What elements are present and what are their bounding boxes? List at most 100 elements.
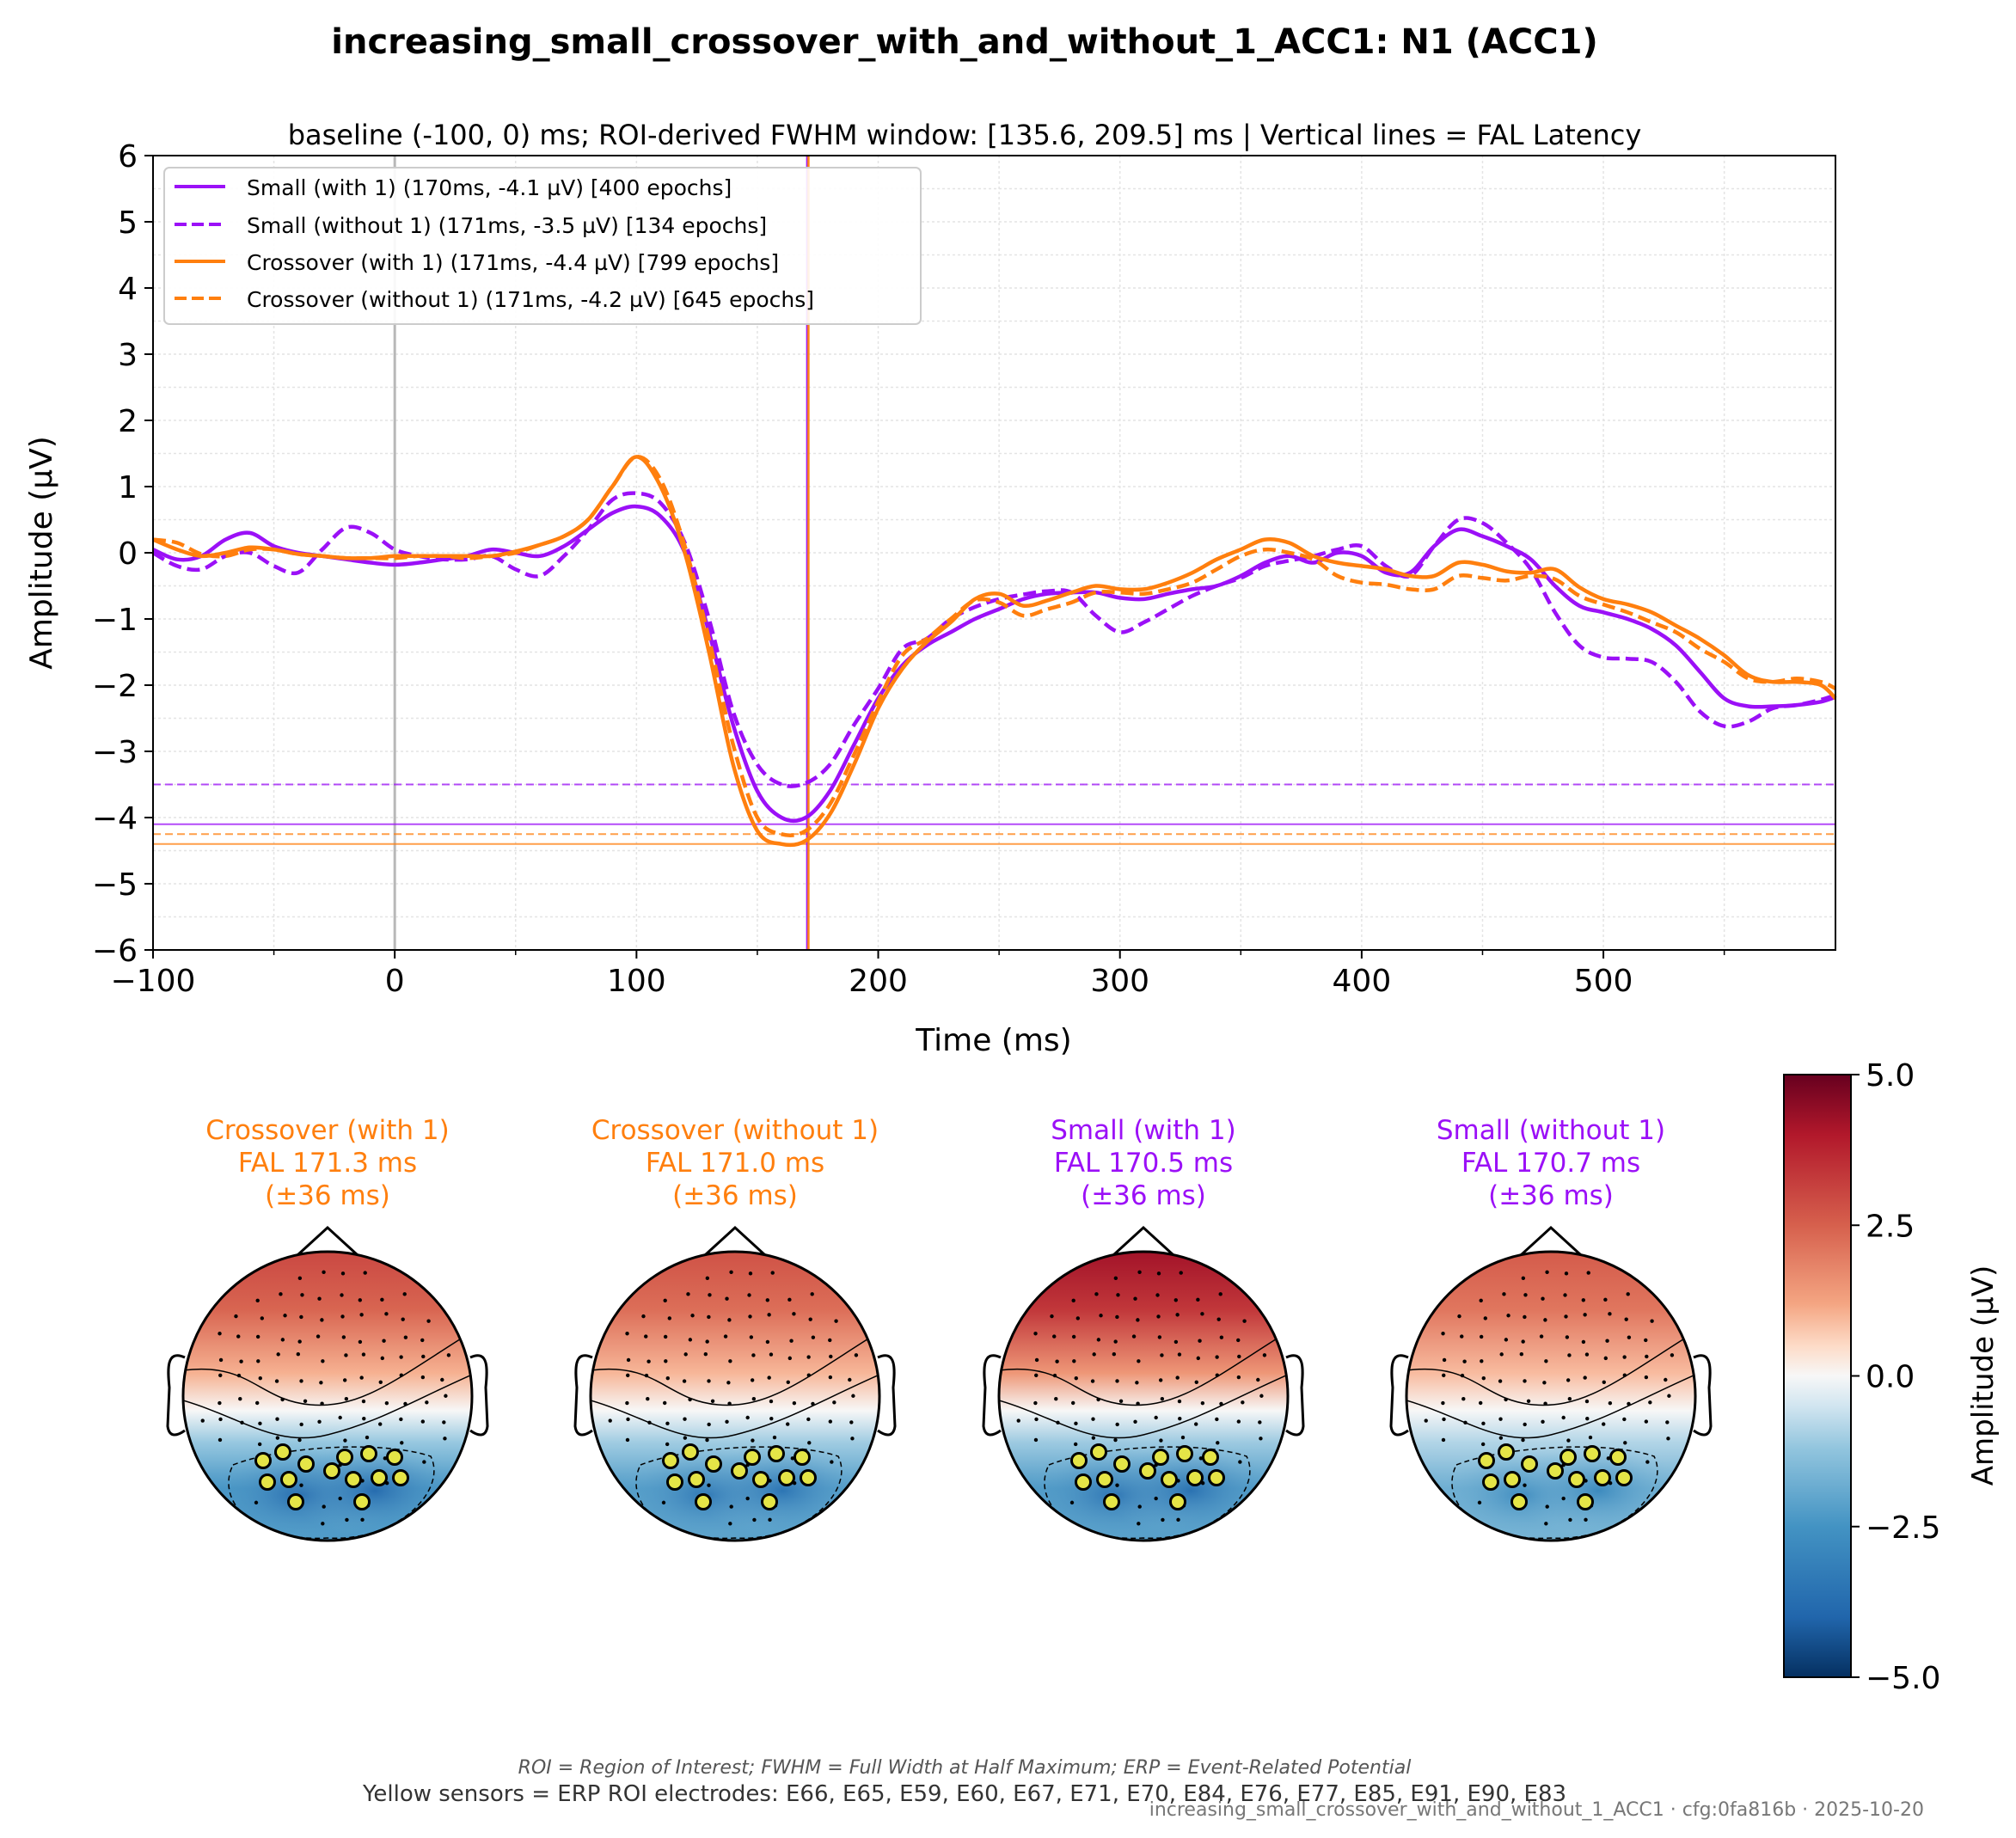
sensor-dot <box>1545 1504 1549 1509</box>
sensor-dot <box>707 1483 711 1487</box>
nose-outline <box>296 1225 359 1257</box>
sensor-dot <box>1644 1338 1648 1343</box>
sensor-dot <box>378 1422 383 1426</box>
colorbar-tick-label: −2.5 <box>1866 1510 1940 1546</box>
sensor-dot <box>1215 1355 1219 1359</box>
sensor-dot <box>768 1517 772 1522</box>
sensor-dot <box>1196 1297 1200 1302</box>
sensor-dot <box>1160 1396 1165 1401</box>
sensor-dot <box>705 1339 709 1344</box>
sensor-dot <box>1541 1296 1545 1301</box>
sensor-dot <box>1173 1339 1179 1345</box>
roi-sensor-marker <box>1113 1455 1131 1473</box>
sensor-dot <box>663 1400 667 1406</box>
sensor-dot <box>218 1373 223 1378</box>
sensor-dot <box>1054 1397 1058 1401</box>
sensor-dot <box>1541 1419 1545 1424</box>
sensor-dot <box>1137 1359 1141 1363</box>
sensor-dot <box>1052 1373 1057 1378</box>
footnote-roi-sensors: Yellow sensors = ERP ROI electrodes: E66… <box>362 1781 1566 1807</box>
sensor-dot <box>750 1378 755 1382</box>
sensor-dot <box>832 1400 836 1405</box>
roi-sensor-marker <box>800 1469 817 1486</box>
sensor-dot <box>1564 1271 1569 1276</box>
roi-sensor-marker <box>1096 1471 1113 1488</box>
sensor-dot <box>359 1375 364 1380</box>
sensor-dot <box>399 1373 404 1377</box>
sensor-dot <box>345 1517 349 1522</box>
sensor-dot <box>338 1496 342 1501</box>
sensor-dot <box>359 1313 364 1317</box>
roi-sensor-marker <box>1176 1445 1193 1462</box>
roi-sensor-marker <box>1478 1452 1495 1469</box>
contour-positive <box>183 1331 472 1406</box>
roi-sensor-marker <box>386 1449 403 1466</box>
sensor-dot <box>641 1314 646 1319</box>
y-tick-label: −3 <box>92 735 138 770</box>
colorbar: 5.0 2.5 0.0 −2.5 −5.0 Amplitude (µV) <box>1783 1058 2001 1696</box>
sensor-dot <box>1480 1442 1486 1447</box>
head-outline <box>589 1250 881 1542</box>
sensor-dot <box>1526 1399 1531 1403</box>
sensor-dot <box>1441 1437 1446 1443</box>
contour-positive <box>999 1331 1288 1406</box>
sensor-dot <box>1645 1460 1650 1464</box>
sensor-dot <box>747 1293 751 1297</box>
sensor-dot <box>1241 1400 1245 1405</box>
topomap-title-line3: (±36 ms) <box>1081 1180 1206 1211</box>
sensor-dot <box>703 1352 708 1357</box>
sensor-dot <box>1624 1317 1628 1321</box>
head-outline <box>1405 1250 1697 1542</box>
sensor-dot <box>1258 1420 1262 1424</box>
sensor-dot <box>1219 1401 1223 1406</box>
contour-zero <box>183 1374 472 1439</box>
sensor-dot <box>851 1394 855 1398</box>
sensor-dot <box>663 1298 667 1303</box>
sensor-dot <box>1584 1399 1590 1404</box>
sensor-dot <box>792 1400 797 1406</box>
sensor-dot <box>1602 1422 1606 1426</box>
sensor-dot <box>446 1353 451 1357</box>
sensor-dot <box>806 1355 811 1359</box>
sensor-dot <box>1481 1421 1486 1426</box>
sensor-dot <box>748 1314 752 1319</box>
sensor-dot <box>1115 1422 1119 1427</box>
sensor-dot <box>1523 1422 1527 1427</box>
sensor-dot <box>1504 1338 1509 1342</box>
sensor-dot <box>828 1375 833 1380</box>
sensor-dot <box>1237 1354 1241 1359</box>
sensor-dot <box>751 1396 757 1401</box>
right-ear-outline <box>469 1354 489 1437</box>
sensor-dot <box>767 1375 771 1380</box>
sensor-dot <box>792 1312 796 1316</box>
sensor-dot <box>1033 1332 1038 1336</box>
sensor-dot <box>726 1381 731 1385</box>
topomap-title-line2: FAL 170.7 ms <box>1461 1148 1640 1179</box>
sensor-dot <box>1586 1271 1590 1275</box>
sensor-dot <box>257 1442 262 1447</box>
sensor-dot <box>686 1292 690 1296</box>
sensor-dot <box>1034 1373 1039 1378</box>
contour-zero <box>1406 1374 1695 1439</box>
sensor-dot <box>1242 1319 1247 1323</box>
sensor-dot <box>1622 1355 1627 1359</box>
sensor-dot <box>1159 1438 1163 1443</box>
roi-sensor-marker <box>705 1455 722 1473</box>
sensor-dot <box>1441 1400 1445 1406</box>
sensor-dot <box>1588 1435 1593 1440</box>
sensor-dot <box>1498 1379 1503 1383</box>
sensor-dot <box>363 1271 367 1275</box>
x-tick-label: 200 <box>849 964 908 999</box>
sensor-dot <box>1544 1522 1548 1526</box>
sensor-dot <box>255 1400 260 1406</box>
sensor-dot <box>1091 1417 1095 1421</box>
sensor-dot <box>682 1379 687 1383</box>
sensor-dot <box>644 1334 648 1339</box>
sensor-dot <box>240 1420 244 1425</box>
left-ear-outline <box>573 1354 593 1437</box>
series-small-without-1 <box>151 491 1836 788</box>
sensor-dot <box>725 1419 729 1424</box>
topomap-small-without-1: Small (without 1) FAL 170.7 ms (±36 ms) <box>1389 1115 1713 1542</box>
sensor-dot <box>1113 1437 1118 1443</box>
sensor-dot <box>745 1496 750 1501</box>
